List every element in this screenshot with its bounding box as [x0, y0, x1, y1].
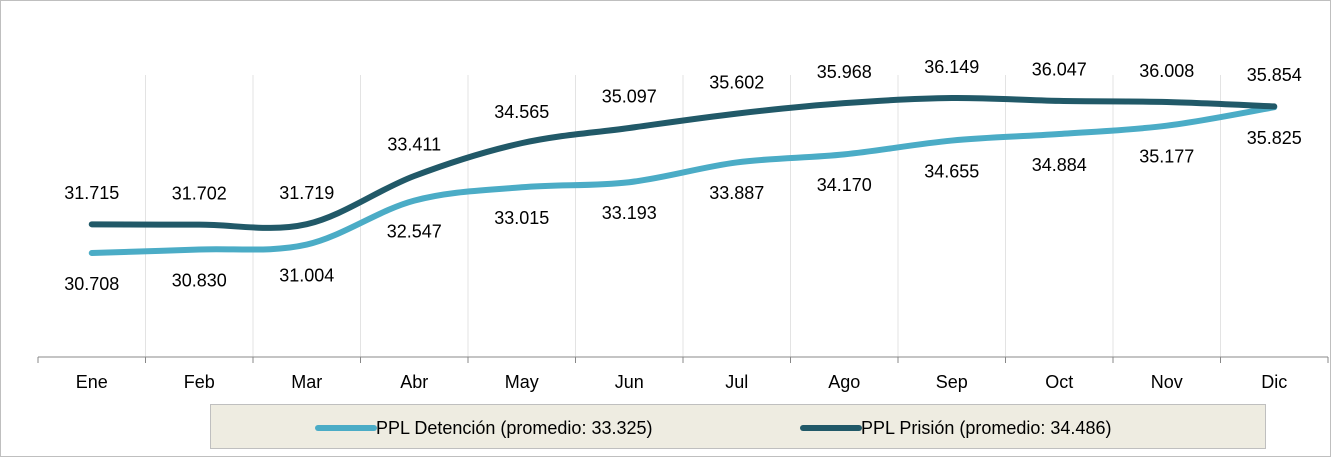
x-tick-label: Nov: [1151, 372, 1183, 392]
data-label: 33.193: [602, 203, 657, 223]
data-label: 32.547: [387, 221, 442, 241]
x-tick-label: Sep: [936, 372, 968, 392]
legend-label: PPL Prisión (promedio: 34.486): [861, 418, 1111, 438]
data-label: 36.047: [1032, 60, 1087, 80]
data-label: 35.602: [709, 72, 764, 92]
data-label: 31.715: [64, 183, 119, 203]
data-label: 34.170: [817, 175, 872, 195]
data-label: 30.708: [64, 274, 119, 294]
data-label: 35.968: [817, 62, 872, 82]
series-line: [88, 94, 1278, 231]
x-tick-label: Feb: [184, 372, 215, 392]
legend-label: PPL Detención (promedio: 33.325): [376, 418, 653, 438]
data-label: 35.854: [1247, 65, 1302, 85]
data-label: 31.004: [279, 265, 334, 285]
x-tick-label: Jul: [725, 372, 748, 392]
data-label: 36.008: [1139, 61, 1194, 81]
series-line: [88, 104, 1278, 256]
data-label: 35.097: [602, 87, 657, 107]
data-label: 34.565: [494, 102, 549, 122]
x-tick-label: Jun: [615, 372, 644, 392]
data-label: 30.830: [172, 270, 227, 290]
x-tick-label: May: [505, 372, 539, 392]
data-label: 36.149: [924, 57, 979, 77]
data-label: 35.825: [1247, 128, 1302, 148]
x-tick-label: Ago: [828, 372, 860, 392]
x-tick-label: Dic: [1261, 372, 1287, 392]
data-label: 33.887: [709, 183, 764, 203]
x-tick-label: Ene: [76, 372, 108, 392]
data-label: 34.884: [1032, 155, 1087, 175]
x-tick-label: Oct: [1045, 372, 1073, 392]
data-label: 31.719: [279, 183, 334, 203]
data-label: 33.411: [387, 135, 441, 155]
x-tick-label: Mar: [291, 372, 322, 392]
data-label: 33.015: [494, 208, 549, 228]
data-label: 35.177: [1139, 146, 1194, 166]
data-label: 31.702: [172, 183, 227, 203]
legend-box: [210, 404, 1266, 449]
x-tick-label: Abr: [400, 372, 428, 392]
data-label: 34.655: [924, 161, 979, 181]
